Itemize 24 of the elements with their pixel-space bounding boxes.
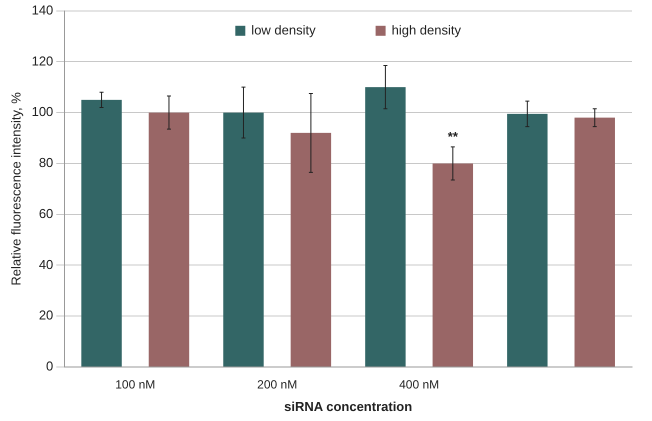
y-axis-title: Relative fluorescence intensity, % — [8, 92, 24, 286]
bar — [148, 112, 190, 366]
x-tick-label: 400 nM — [399, 378, 440, 392]
x-tick-label: 200 nM — [257, 378, 298, 392]
x-axis-title: siRNA concentration — [284, 398, 412, 414]
y-tick-label: 80 — [38, 155, 54, 170]
y-tick-label: 140 — [32, 2, 54, 18]
bar — [432, 163, 474, 366]
legend-label: high density — [392, 22, 462, 38]
bar — [223, 112, 264, 366]
bar — [365, 87, 406, 366]
x-tick-label: 100 nM — [115, 378, 156, 392]
y-tick-label: 40 — [38, 256, 54, 272]
bar — [574, 118, 615, 366]
legend-label: low density — [251, 22, 316, 38]
bar — [507, 114, 548, 366]
bar — [81, 100, 122, 366]
y-tick-label: 100 — [32, 104, 54, 120]
y-tick-label: 120 — [32, 53, 54, 68]
y-tick-label: 60 — [38, 206, 54, 221]
annotation: ** — [448, 128, 459, 144]
y-tick-label: 0 — [46, 358, 54, 374]
bar — [290, 132, 332, 366]
y-tick-label: 20 — [38, 308, 54, 323]
